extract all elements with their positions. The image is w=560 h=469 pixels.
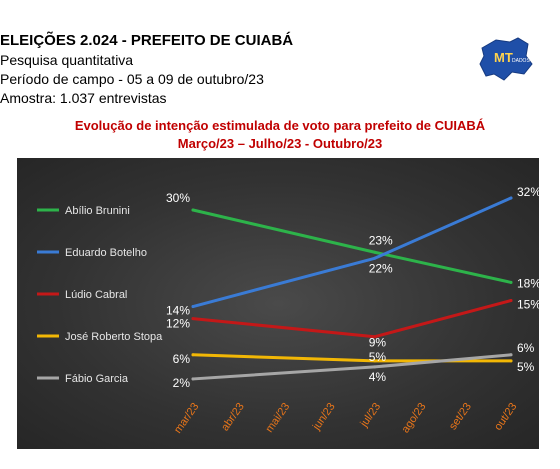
legend-entry: Fábio Garcia [65,373,129,385]
data-point [373,256,377,260]
data-label: 14% [166,304,190,318]
data-label: 5% [369,350,387,364]
data-label: 23% [369,233,393,247]
data-label: 6% [173,352,191,366]
mato-grosso-map-logo-icon: MT DADOS [474,34,536,84]
legend-entry: Lúdio Cabral [65,289,127,301]
data-label: 12% [166,317,190,331]
logo-subtext: DADOS [512,58,530,64]
data-point [191,353,195,357]
x-tick-label: mai/23 [264,401,293,435]
report-sample-size: Amostra: 1.037 entrevistas [0,90,167,106]
data-point [191,208,195,212]
report-title: ELEIÇÕES 2.024 - PREFEITO DE CUIABÁ [0,32,294,49]
x-tick-label: jul/23 [358,401,383,430]
data-point [373,359,377,363]
data-label: 5% [517,360,535,374]
chart-title: Evolução de intenção estimulada de voto … [74,118,486,133]
x-tick-label: ago/23 [399,401,428,435]
chart-subtitle: Março/23 – Julho/23 - Outubro/23 [177,136,383,151]
data-point [191,317,195,321]
data-point [373,250,377,254]
data-label: 15% [517,298,539,312]
series-line [191,196,513,309]
data-point [191,377,195,381]
data-label: 30% [166,191,190,205]
data-label: 22% [369,261,393,275]
data-point [509,359,513,363]
data-label: 18% [517,276,539,290]
data-point [509,280,513,284]
legend-entry: Eduardo Botelho [65,247,147,259]
line-chart-panel: Abílio Brunini Eduardo Botelho Lúdio Cabra… [17,158,539,449]
series-line [191,299,513,339]
data-label: 9% [369,336,387,350]
data-label: 32% [517,185,539,199]
x-tick-label: set/23 [447,401,474,432]
series-line [191,208,513,284]
data-point [373,335,377,339]
data-label: 6% [517,341,535,355]
data-point [373,365,377,369]
data-label: 2% [173,376,191,390]
data-point [509,353,513,357]
legend-entry: Abílio Brunini [65,205,130,217]
x-tick-label: abr/23 [219,401,247,433]
x-tick-label: mar/23 [172,401,201,436]
report-field-period: Período de campo - 05 a 09 de outubro/23 [0,71,264,87]
data-point [509,299,513,303]
data-label: 4% [369,370,387,384]
line-chart: Abílio Brunini Eduardo Botelho Lúdio Cabra… [37,185,539,436]
logo-text: MT [494,50,513,65]
series-line [191,353,513,381]
data-point [191,305,195,309]
x-tick-label: out/23 [492,401,519,433]
data-point [509,196,513,200]
x-tick-label: jun/23 [310,401,338,433]
report-survey-type: Pesquisa quantitativa [0,52,134,68]
legend-entry: José Roberto Stopa [65,331,163,343]
